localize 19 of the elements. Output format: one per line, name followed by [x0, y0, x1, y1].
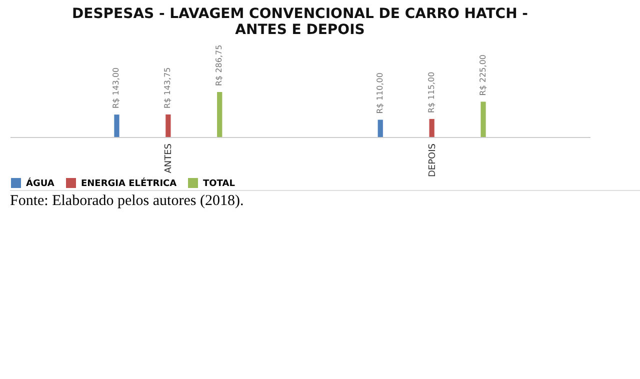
source-note: Fonte: Elaborado pelos autores (2018).: [10, 190, 640, 210]
legend-label: TOTAL: [203, 179, 236, 189]
legend-label: ENERGIA ELÉTRICA: [81, 177, 177, 189]
data-label: R$ 143,75: [163, 67, 172, 108]
data-label: R$ 225,00: [478, 54, 488, 96]
chart-title: DESPESAS - LAVAGEM CONVENCIONAL DE CARRO HATCH - ANTES E DEPOIS: [72, 6, 528, 38]
bar: [217, 92, 222, 137]
bar: [378, 120, 383, 137]
data-label: R$ 110,00: [375, 72, 384, 114]
x-tick-label: ANTES: [164, 143, 174, 174]
bar: [166, 114, 171, 137]
x-tick-label: DEPOIS: [428, 143, 438, 177]
legend-label: ÁGUA: [26, 177, 54, 189]
data-label: R$ 143,00: [112, 67, 121, 109]
bar: [114, 114, 120, 137]
bar: [480, 102, 486, 137]
data-label: R$ 115,00: [426, 72, 436, 113]
data-label: R$ 286,75: [214, 44, 224, 86]
bar: [429, 118, 434, 137]
